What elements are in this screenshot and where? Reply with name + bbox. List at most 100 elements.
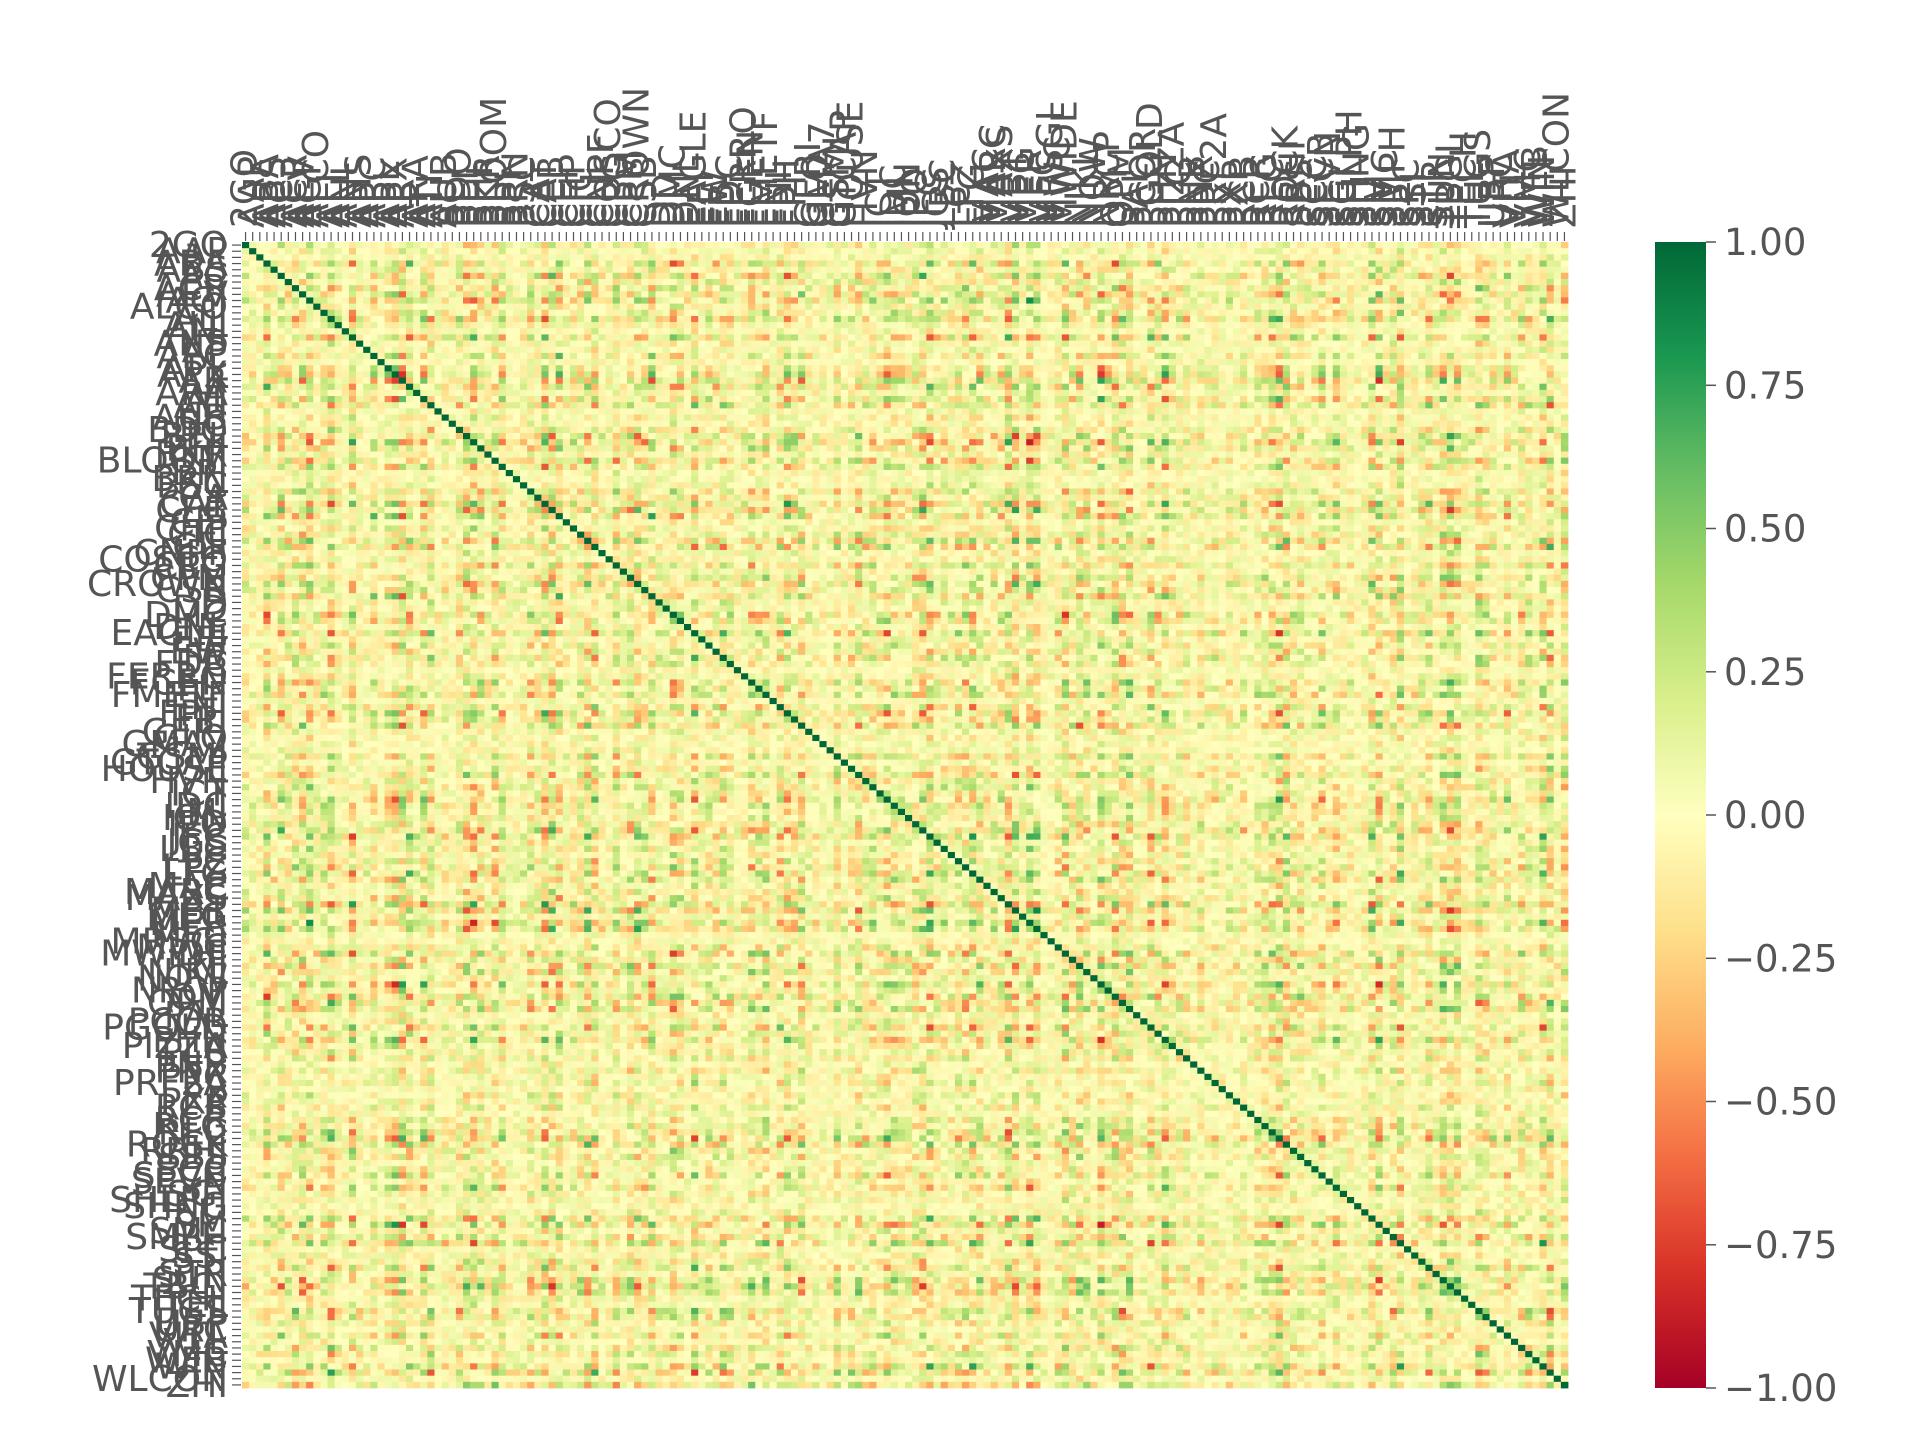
heatmap-cell [284,291,293,298]
heatmap-cell [805,291,813,298]
heatmap-cell [905,377,913,385]
heatmap-cell [1489,340,1498,348]
heatmap-cell [341,389,350,397]
heatmap-cell [591,389,599,397]
heatmap-cell [534,242,542,249]
heatmap-cell [356,322,364,329]
heatmap-cell [862,285,870,292]
heatmap-cell [1254,334,1262,341]
heatmap-cell [405,371,414,378]
heatmap-cell [420,365,428,372]
heatmap-cell [1211,328,1220,335]
heatmap-cell [1347,242,1355,249]
heatmap-cell [291,309,300,317]
heatmap-cell [1546,389,1555,397]
heatmap-cell [1396,365,1405,372]
heatmap-cell [577,334,585,341]
heatmap-cell [327,396,336,403]
heatmap-cell [1247,322,1255,329]
heatmap-cell [933,396,942,403]
heatmap-cell [855,315,863,323]
heatmap-cell [1175,278,1184,286]
heatmap-cell [1389,278,1398,286]
heatmap-cell [1289,285,1298,292]
heatmap-cell [484,315,492,323]
heatmap-cell [534,260,542,268]
heatmap-cell [327,352,336,360]
heatmap-cell [1268,334,1277,341]
heatmap-cell [976,254,984,261]
heatmap-cell [798,402,806,409]
heatmap-cell [1354,396,1362,403]
heatmap-cell [1375,377,1384,385]
heatmap-cell [691,315,699,323]
heatmap-cell [1275,315,1284,323]
heatmap-cell [562,285,571,292]
heatmap-cell [976,359,984,366]
heatmap-cell [883,328,892,335]
heatmap-cell [1240,242,1248,249]
heatmap-cell [1254,328,1262,335]
heatmap-cell [947,291,956,298]
heatmap-cell [755,371,763,378]
heatmap-cell [1375,285,1384,292]
heatmap-cell [370,266,378,274]
heatmap-cell [491,328,500,335]
heatmap-cell [1411,352,1419,360]
heatmap-cell [1090,334,1098,341]
heatmap-cell [926,402,934,409]
heatmap-cell [1190,328,1198,335]
heatmap-cell [1425,297,1433,305]
heatmap-cell [256,285,264,292]
heatmap-cell [726,402,735,409]
heatmap-cell [1140,328,1148,335]
heatmap-cell [1418,334,1426,341]
heatmap-cell [270,278,279,286]
heatmap-cell [577,260,585,268]
heatmap-cell [669,402,678,409]
heatmap-cell [1175,340,1184,348]
heatmap-cell [1111,402,1120,409]
heatmap-cell [905,359,913,366]
heatmap-cell [1268,278,1277,286]
heatmap-cell [1247,309,1255,317]
heatmap-cell [669,248,678,255]
heatmap-cell [498,297,507,305]
heatmap-cell [1011,352,1020,360]
heatmap-cell [1418,285,1426,292]
heatmap-cell [1147,371,1155,378]
heatmap-cell [1496,396,1505,403]
heatmap-cell [1111,254,1120,261]
heatmap-cell [1218,309,1227,317]
heatmap-cell [1140,346,1148,354]
heatmap-cell [684,278,692,286]
heatmap-cell [762,334,770,341]
heatmap-cell [655,340,664,348]
heatmap-cell [1168,285,1177,292]
heatmap-cell [826,309,835,317]
heatmap-cell [584,303,592,311]
heatmap-cell [1503,377,1512,385]
heatmap-cell [306,396,314,403]
heatmap-cell [1261,389,1269,397]
heatmap-cell [448,334,457,341]
heatmap-cell [1318,359,1327,366]
heatmap-cell [334,359,343,366]
heatmap-cell [869,383,877,391]
heatmap-cell [1525,291,1533,298]
heatmap-cell [748,315,756,323]
heatmap-cell [1546,359,1555,366]
heatmap-cell [1532,315,1540,323]
heatmap-cell [320,359,328,366]
heatmap-cell [420,389,428,397]
heatmap-cell [840,340,849,348]
heatmap-cell [905,328,913,335]
heatmap-cell [1332,340,1341,348]
heatmap-cell [990,309,999,317]
heatmap-cell [1175,396,1184,403]
heatmap-cell [1539,352,1548,360]
heatmap-cell [413,396,421,403]
heatmap-cell [847,260,856,268]
heatmap-cell [755,248,763,255]
heatmap-cell [890,322,899,329]
